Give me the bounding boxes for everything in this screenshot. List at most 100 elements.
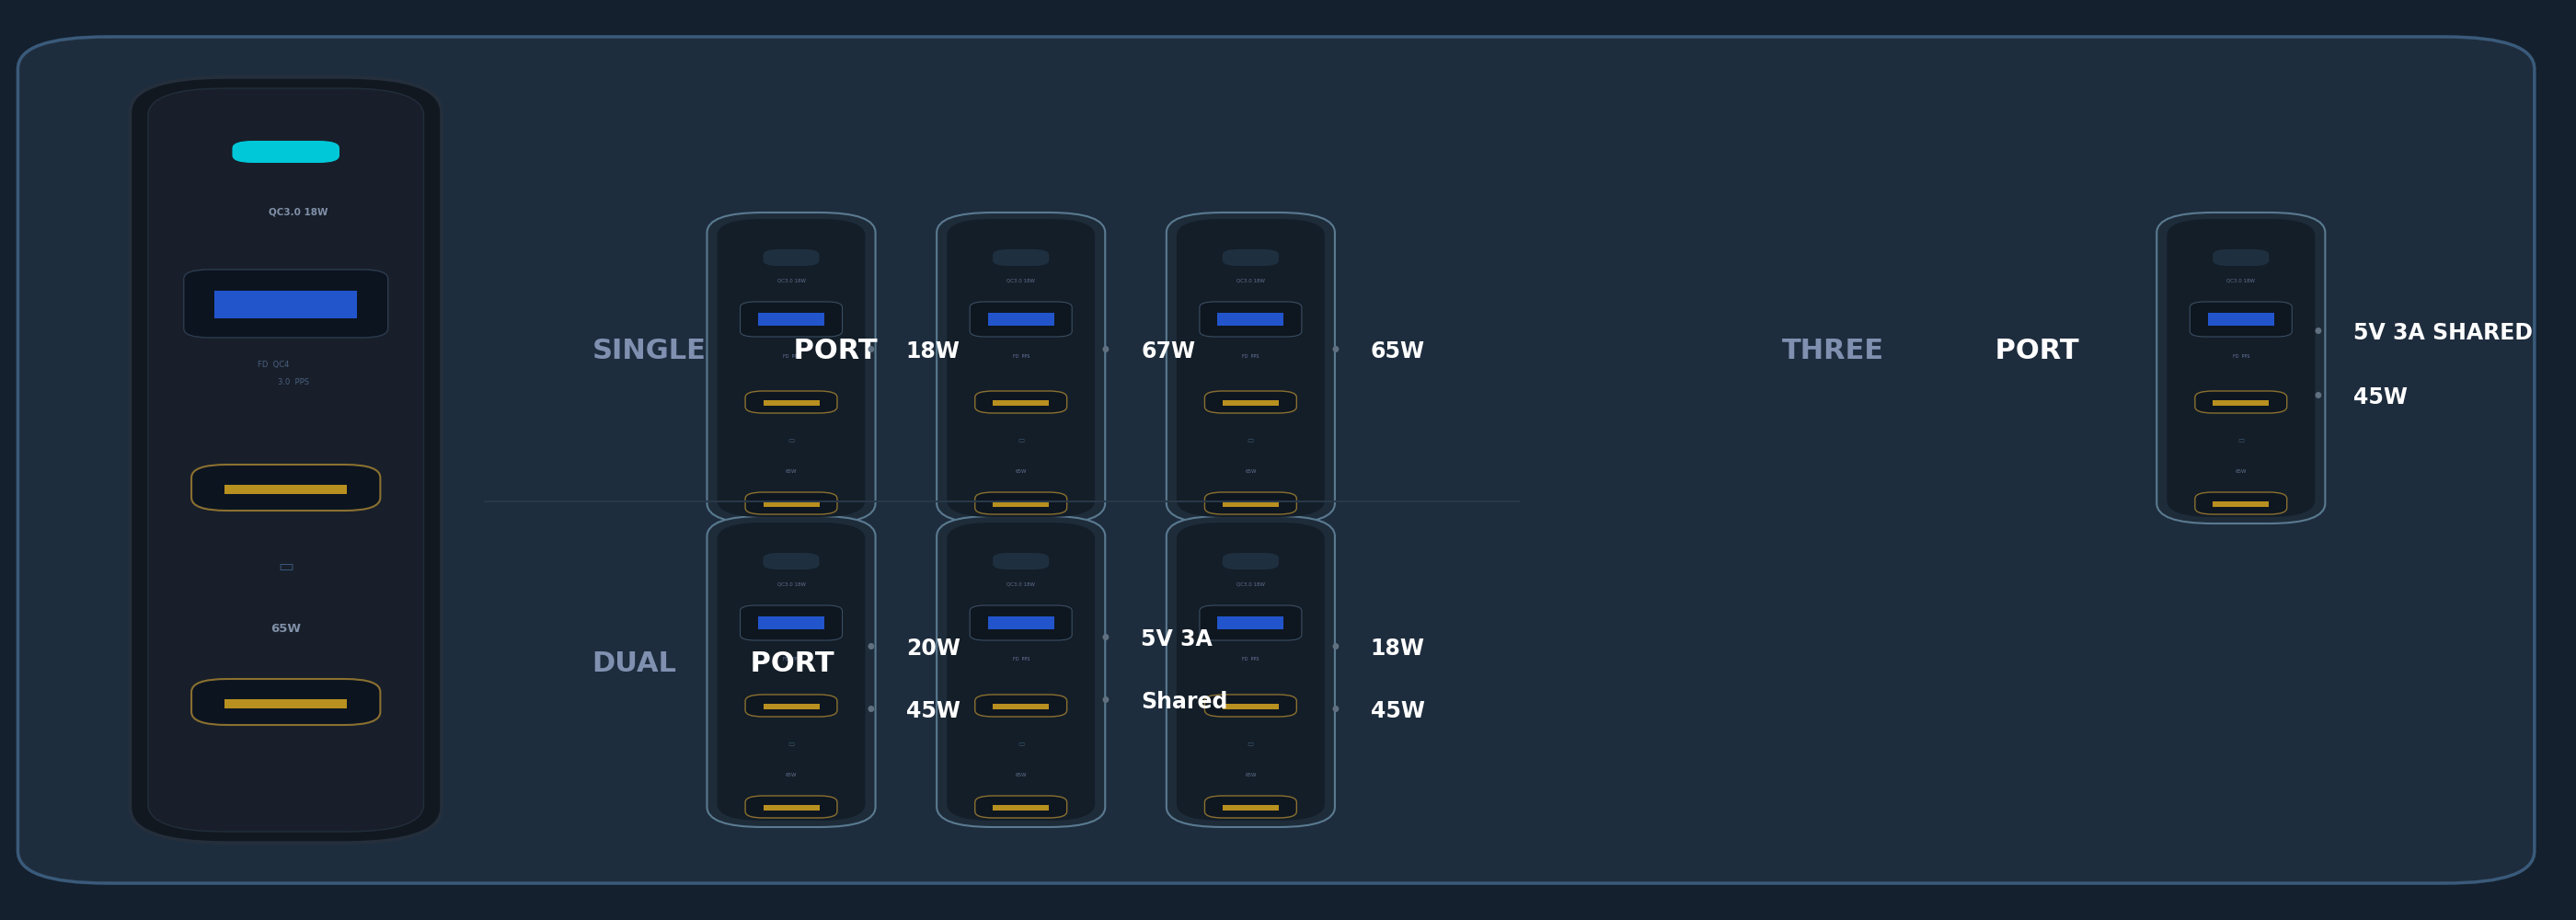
Text: 45W: 45W	[2354, 386, 2409, 408]
Text: ▭: ▭	[1018, 740, 1025, 748]
Text: 65W: 65W	[1015, 469, 1028, 474]
Bar	[992, 400, 1048, 406]
Bar	[224, 485, 348, 494]
FancyBboxPatch shape	[2166, 219, 2316, 517]
Bar	[1224, 805, 1278, 811]
Text: 65W: 65W	[1370, 340, 1425, 362]
Text: •: •	[863, 340, 876, 362]
Text: ▭: ▭	[1247, 740, 1255, 748]
Text: Shared: Shared	[1141, 691, 1229, 713]
FancyBboxPatch shape	[1206, 796, 1296, 818]
Text: 5V 3A SHARED: 5V 3A SHARED	[2354, 322, 2532, 344]
FancyBboxPatch shape	[131, 77, 440, 843]
Text: 20W: 20W	[907, 638, 961, 660]
Text: PORT: PORT	[1986, 338, 2079, 364]
FancyBboxPatch shape	[744, 695, 837, 717]
FancyBboxPatch shape	[971, 605, 1072, 640]
Text: 45W: 45W	[907, 700, 961, 722]
FancyBboxPatch shape	[739, 605, 842, 640]
FancyBboxPatch shape	[2213, 249, 2269, 266]
Text: FD  PPS: FD PPS	[1012, 354, 1030, 359]
Text: 65W: 65W	[1015, 772, 1028, 776]
Text: •: •	[2311, 322, 2324, 344]
FancyBboxPatch shape	[2195, 391, 2287, 413]
Text: •: •	[1329, 638, 1342, 660]
FancyBboxPatch shape	[938, 213, 1105, 523]
FancyBboxPatch shape	[992, 249, 1048, 266]
FancyBboxPatch shape	[1177, 219, 1324, 517]
FancyBboxPatch shape	[744, 492, 837, 514]
Bar	[224, 699, 348, 708]
Text: ▭: ▭	[788, 740, 793, 748]
Text: 67W: 67W	[1141, 340, 1195, 362]
Text: •: •	[863, 700, 876, 722]
Text: •: •	[2311, 386, 2324, 408]
FancyBboxPatch shape	[974, 796, 1066, 818]
FancyBboxPatch shape	[948, 219, 1095, 517]
Text: ▭: ▭	[1247, 437, 1255, 445]
Text: ▭: ▭	[788, 437, 793, 445]
Bar	[992, 805, 1048, 811]
Text: ▭: ▭	[2239, 437, 2244, 445]
Text: QC3.0 18W: QC3.0 18W	[1007, 279, 1036, 283]
Bar	[762, 501, 819, 507]
Bar	[1218, 616, 1283, 629]
Bar	[2213, 400, 2269, 406]
Bar	[762, 805, 819, 811]
Text: •: •	[1100, 340, 1110, 362]
FancyBboxPatch shape	[191, 679, 381, 725]
FancyBboxPatch shape	[1206, 492, 1296, 514]
FancyBboxPatch shape	[1206, 695, 1296, 717]
Text: QC3.0 18W: QC3.0 18W	[778, 581, 806, 587]
Text: 5V 3A: 5V 3A	[1141, 628, 1213, 650]
FancyBboxPatch shape	[191, 465, 381, 511]
FancyBboxPatch shape	[18, 37, 2535, 883]
Text: QC3.0 18W: QC3.0 18W	[2226, 279, 2254, 283]
Text: FD  PPS: FD PPS	[1242, 657, 1260, 661]
FancyBboxPatch shape	[1177, 523, 1324, 821]
FancyBboxPatch shape	[744, 391, 837, 413]
Text: PORT: PORT	[783, 338, 876, 364]
FancyBboxPatch shape	[232, 141, 340, 163]
Text: FD  QC4: FD QC4	[258, 361, 289, 369]
Bar	[1224, 704, 1278, 709]
FancyBboxPatch shape	[974, 391, 1066, 413]
FancyBboxPatch shape	[948, 523, 1095, 821]
Text: FD  PPS: FD PPS	[1242, 354, 1260, 359]
Text: •: •	[1329, 700, 1342, 722]
Bar	[214, 291, 358, 318]
Text: 65W: 65W	[786, 469, 796, 474]
Text: FD  PPS: FD PPS	[1012, 657, 1030, 661]
Bar	[992, 501, 1048, 507]
FancyBboxPatch shape	[974, 695, 1066, 717]
Bar	[762, 704, 819, 709]
Text: QC3.0 18W: QC3.0 18W	[1236, 581, 1265, 587]
Text: QC3.0 18W: QC3.0 18W	[1007, 581, 1036, 587]
Text: PORT: PORT	[739, 651, 835, 677]
Text: 18W: 18W	[1370, 638, 1425, 660]
FancyBboxPatch shape	[183, 270, 389, 338]
FancyBboxPatch shape	[1224, 553, 1278, 569]
Bar	[2213, 501, 2269, 507]
Text: •: •	[863, 638, 876, 660]
FancyBboxPatch shape	[1224, 249, 1278, 266]
FancyBboxPatch shape	[762, 553, 819, 569]
FancyBboxPatch shape	[706, 516, 876, 827]
Text: 45W: 45W	[1370, 700, 1425, 722]
FancyBboxPatch shape	[1167, 213, 1334, 523]
FancyBboxPatch shape	[1200, 302, 1301, 337]
Bar	[2208, 313, 2275, 326]
FancyBboxPatch shape	[1206, 391, 1296, 413]
Text: THREE: THREE	[1783, 338, 1883, 364]
Text: 65W: 65W	[270, 623, 301, 635]
Text: 65W: 65W	[1244, 772, 1257, 776]
Text: 65W: 65W	[1244, 469, 1257, 474]
Bar	[757, 616, 824, 629]
FancyBboxPatch shape	[706, 213, 876, 523]
FancyBboxPatch shape	[716, 219, 866, 517]
Text: QC3.0 18W: QC3.0 18W	[778, 279, 806, 283]
Text: 3.0  PPS: 3.0 PPS	[278, 379, 309, 386]
Bar	[762, 400, 819, 406]
Text: DUAL: DUAL	[592, 651, 677, 677]
FancyBboxPatch shape	[744, 796, 837, 818]
